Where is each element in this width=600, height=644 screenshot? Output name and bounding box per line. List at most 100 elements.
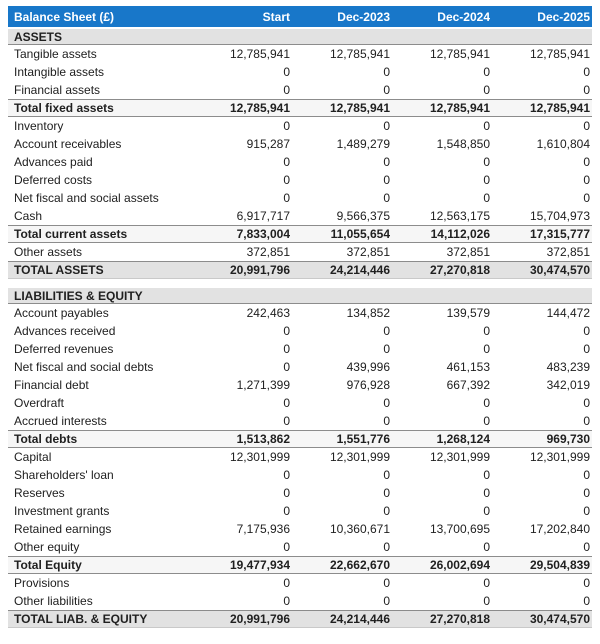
table-title: Balance Sheet (£) (14, 9, 115, 24)
row-label: Overdraft (14, 396, 65, 410)
cell-value-dec-2024: 139,579 (446, 306, 490, 320)
cell-value-dec-2024: 0 (483, 324, 490, 338)
cell-value-dec-2025: 0 (583, 540, 590, 554)
cell-value-dec-2025: 0 (583, 83, 590, 97)
cell-value-dec-2024: 1,548,850 (436, 137, 490, 151)
cell-value-dec-2024: 12,785,941 (429, 47, 490, 61)
cell-value-start: 12,785,941 (229, 101, 290, 115)
table-row: Total fixed assets 12,785,941 12,785,941 12… (8, 99, 592, 117)
row-label: Net fiscal and social assets (14, 191, 159, 205)
cell-value-dec-2024: 0 (483, 342, 490, 356)
row-label: Tangible assets (14, 47, 97, 61)
row-label: Cash (14, 209, 43, 223)
cell-value-dec-2025: 0 (583, 191, 590, 205)
table-row: TOTAL LIAB. & EQUITY 20,991,796 24,214,446… (8, 610, 592, 628)
cell-value-dec-2023: 976,928 (346, 378, 390, 392)
row-label: Investment grants (14, 504, 110, 518)
cell-value-dec-2023: 0 (383, 576, 390, 590)
cell-value-dec-2024: 12,563,175 (429, 209, 490, 223)
row-label: Capital (14, 450, 52, 464)
table-row: Total current assets 7,833,004 11,055,654 1… (8, 225, 592, 243)
table-row: Overdraft 0 0 0 0 (8, 394, 592, 412)
row-label: Total Equity (14, 558, 82, 572)
cell-value-dec-2023: 1,551,776 (336, 432, 390, 446)
cell-value-dec-2023: 24,214,446 (329, 612, 390, 626)
row-label: Provisions (14, 576, 70, 590)
cell-value-dec-2024: 0 (483, 486, 490, 500)
cell-value-dec-2023: 134,852 (346, 306, 390, 320)
cell-value-dec-2025: 342,019 (546, 378, 590, 392)
cell-value-dec-2025: 0 (583, 173, 590, 187)
row-label: Other liabilities (14, 594, 93, 608)
cell-value-dec-2024: 0 (483, 65, 490, 79)
cell-value-dec-2025: 144,472 (546, 306, 590, 320)
table-row: Financial assets 0 0 0 0 (8, 81, 592, 99)
row-label: Financial debt (14, 378, 89, 392)
table-row: Inventory 0 0 0 0 (8, 117, 592, 135)
row-label: Advances received (14, 324, 116, 338)
table-row: Other liabilities 0 0 0 0 (8, 592, 592, 610)
cell-value-start: 6,917,717 (236, 209, 290, 223)
cell-value-dec-2024: 12,301,999 (429, 450, 490, 464)
cell-value-dec-2023: 0 (383, 155, 390, 169)
table-row: Cash 6,917,717 9,566,375 12,563,175 15,704,9… (8, 207, 592, 225)
cell-value-dec-2023: 22,662,670 (329, 558, 390, 572)
cell-value-dec-2023: 24,214,446 (329, 263, 390, 277)
row-label: Deferred revenues (14, 342, 114, 356)
column-header-start: Start (262, 9, 290, 24)
cell-value-dec-2023: 0 (383, 119, 390, 133)
row-label: Other assets (14, 245, 83, 259)
cell-value-dec-2025: 12,301,999 (529, 450, 590, 464)
cell-value-dec-2025: 0 (583, 396, 590, 410)
cell-value-dec-2023: 0 (383, 486, 390, 500)
row-label: Inventory (14, 119, 64, 133)
row-label: Net fiscal and social debts (14, 360, 154, 374)
cell-value-dec-2024: 0 (483, 468, 490, 482)
row-label: Total fixed assets (14, 101, 114, 115)
cell-value-dec-2023: 0 (383, 173, 390, 187)
row-label: Deferred costs (14, 173, 93, 187)
table-row: Reserves 0 0 0 0 (8, 484, 592, 502)
row-label: TOTAL ASSETS (14, 263, 104, 277)
cell-value-dec-2024: 461,153 (446, 360, 490, 374)
cell-value-start: 7,833,004 (236, 227, 290, 241)
cell-value-start: 0 (283, 360, 290, 374)
cell-value-start: 0 (283, 155, 290, 169)
cell-value-dec-2025: 0 (583, 342, 590, 356)
column-header-dec-2024: Dec-2024 (437, 9, 490, 24)
column-header-dec-2023: Dec-2023 (337, 9, 390, 24)
cell-value-start: 0 (283, 468, 290, 482)
table-row: Investment grants 0 0 0 0 (8, 502, 592, 520)
table-row: Intangible assets 0 0 0 0 (8, 63, 592, 81)
cell-value-dec-2023: 0 (383, 594, 390, 608)
table-row: Deferred costs 0 0 0 0 (8, 171, 592, 189)
cell-value-start: 0 (283, 396, 290, 410)
row-label: Total debts (14, 432, 78, 446)
cell-value-dec-2025: 17,202,840 (529, 522, 590, 536)
row-label: Intangible assets (14, 65, 105, 79)
cell-value-dec-2024: 667,392 (446, 378, 490, 392)
table-row: Tangible assets 12,785,941 12,785,941 12,78… (8, 45, 592, 63)
section-header-liabilities-equity: LIABILITIES & EQUITY (8, 288, 592, 304)
cell-value-start: 12,785,941 (229, 47, 290, 61)
cell-value-start: 915,287 (246, 137, 290, 151)
cell-value-dec-2023: 10,360,671 (329, 522, 390, 536)
balance-sheet-table: Balance Sheet (£) Start Dec-2023 Dec-2024 D… (8, 6, 592, 628)
cell-value-dec-2024: 0 (483, 191, 490, 205)
cell-value-dec-2023: 0 (383, 65, 390, 79)
row-label: Accrued interests (14, 414, 107, 428)
cell-value-dec-2023: 12,785,941 (329, 101, 390, 115)
cell-value-dec-2024: 26,002,694 (429, 558, 490, 572)
section-header-label: LIABILITIES & EQUITY (14, 288, 143, 303)
cell-value-start: 0 (283, 173, 290, 187)
cell-value-dec-2025: 30,474,570 (529, 263, 590, 277)
table-body: ASSETS Tangible assets 12,785,941 12,785,94… (8, 29, 592, 628)
cell-value-start: 0 (283, 414, 290, 428)
cell-value-dec-2024: 0 (483, 396, 490, 410)
cell-value-dec-2025: 15,704,973 (529, 209, 590, 223)
cell-value-start: 0 (283, 83, 290, 97)
cell-value-dec-2025: 0 (583, 594, 590, 608)
cell-value-dec-2024: 27,270,818 (429, 263, 490, 277)
cell-value-start: 0 (283, 594, 290, 608)
table-row: Total debts 1,513,862 1,551,776 1,268,124 96… (8, 430, 592, 448)
